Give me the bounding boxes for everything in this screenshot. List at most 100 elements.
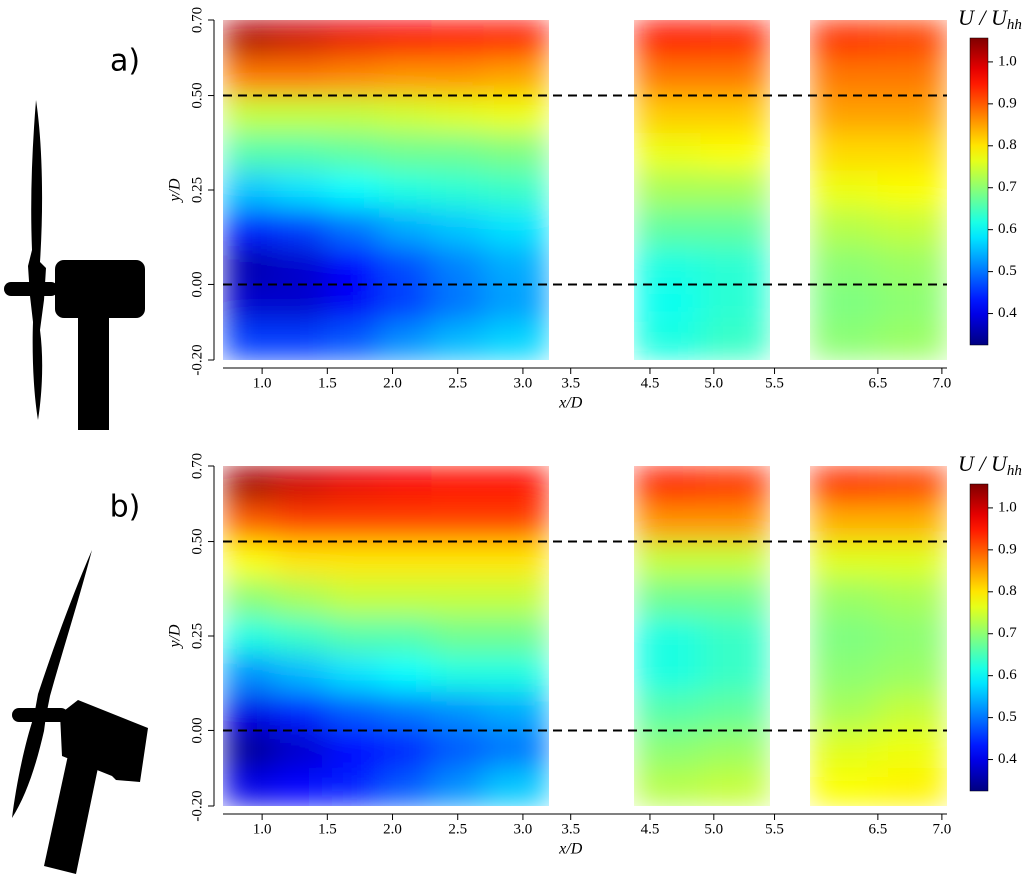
y-tick-label: 0.70 bbox=[189, 7, 205, 33]
colorbar bbox=[969, 37, 989, 346]
field-cell bbox=[378, 95, 433, 134]
field-cell bbox=[483, 616, 549, 656]
field-cell bbox=[634, 466, 702, 505]
field-cell bbox=[483, 95, 549, 134]
field-cell bbox=[700, 466, 770, 505]
heatmap-panel: b) -0.20 0.00 0.25 0.50 0.70 y/D 1.0 1.5 2.0 2.5 3.… bbox=[110, 451, 1022, 858]
field-cell bbox=[223, 767, 276, 806]
field-cell bbox=[326, 57, 380, 97]
field-cell bbox=[810, 466, 879, 505]
field-cell bbox=[700, 767, 770, 806]
field-cell bbox=[877, 246, 947, 285]
field-cell bbox=[877, 132, 947, 172]
field-cell bbox=[483, 208, 549, 248]
field-cell bbox=[700, 208, 770, 248]
field-cell bbox=[326, 578, 380, 618]
field-cell bbox=[378, 246, 433, 285]
field-cell bbox=[378, 729, 433, 769]
colorbar-tick-label: 0.6 bbox=[998, 667, 1017, 683]
field-cell bbox=[810, 20, 879, 59]
field-cell bbox=[877, 208, 947, 248]
y-tick-label: -0.20 bbox=[189, 344, 205, 375]
field-cell bbox=[326, 692, 380, 731]
field-cell bbox=[223, 541, 276, 580]
field-cell bbox=[431, 692, 485, 731]
colorbar-tick-label: 0.8 bbox=[998, 583, 1017, 599]
panel-label: a) bbox=[110, 44, 140, 79]
colorbar-tick-label: 0.4 bbox=[998, 305, 1017, 321]
colorbar-tick-label: 0.8 bbox=[998, 137, 1017, 153]
field-cell bbox=[223, 20, 276, 59]
field-cell bbox=[274, 466, 328, 505]
field-cell bbox=[431, 208, 485, 248]
field-cell bbox=[223, 246, 276, 285]
y-tick-label: 0.25 bbox=[189, 177, 205, 203]
field-cell bbox=[274, 95, 328, 134]
field-cell bbox=[274, 767, 328, 806]
field-cell bbox=[634, 321, 702, 360]
field-cell bbox=[274, 503, 328, 543]
field-cell bbox=[431, 729, 485, 769]
field-cell bbox=[810, 692, 879, 731]
field-cell bbox=[810, 767, 879, 806]
colorbar-title: U / Uhh bbox=[958, 5, 1022, 33]
y-tick-label: 0.50 bbox=[189, 528, 205, 554]
x-tick-label: 5.0 bbox=[704, 375, 723, 391]
colorbar-title-main: U / U bbox=[958, 451, 1009, 476]
field-cell bbox=[431, 503, 485, 543]
field-cell bbox=[431, 767, 485, 806]
colorbar-tick-label: 0.9 bbox=[998, 541, 1017, 557]
x-tick-label: 1.0 bbox=[253, 821, 272, 837]
y-axis-label: y/D bbox=[167, 624, 184, 650]
field-cell bbox=[274, 692, 328, 731]
field-cell bbox=[326, 729, 380, 769]
field-cell bbox=[378, 767, 433, 806]
field-cell bbox=[326, 246, 380, 285]
field-cell bbox=[274, 321, 328, 360]
y-tick-label: 0.00 bbox=[189, 271, 205, 297]
field-cell bbox=[700, 20, 770, 59]
field-cell bbox=[483, 692, 549, 731]
field-cell bbox=[700, 654, 770, 694]
field-cell bbox=[483, 132, 549, 172]
field-cell bbox=[810, 541, 879, 580]
field-cell bbox=[274, 578, 328, 618]
field-cell bbox=[634, 654, 702, 694]
field-cell bbox=[634, 95, 702, 134]
x-axis-label: x/D bbox=[558, 841, 583, 858]
field-cell bbox=[326, 321, 380, 360]
field-cell bbox=[223, 578, 276, 618]
x-tick-label: 1.5 bbox=[318, 821, 337, 837]
field-cell bbox=[431, 466, 485, 505]
field-cell bbox=[877, 503, 947, 543]
field-cell bbox=[877, 283, 947, 323]
field-cell bbox=[378, 170, 433, 210]
field-cell bbox=[483, 246, 549, 285]
field-cell bbox=[700, 170, 770, 210]
field-cell bbox=[431, 541, 485, 580]
field-cell bbox=[223, 654, 276, 694]
field-cell bbox=[810, 95, 879, 134]
field-cell bbox=[326, 170, 380, 210]
field-cell bbox=[274, 283, 328, 323]
field-cells bbox=[634, 20, 770, 360]
field-cell bbox=[326, 503, 380, 543]
field-cell bbox=[223, 321, 276, 360]
colorbar-tick-label: 0.7 bbox=[998, 625, 1017, 641]
field-cell bbox=[326, 616, 380, 656]
field-cell bbox=[483, 654, 549, 694]
field-cell bbox=[223, 503, 276, 543]
field-cell bbox=[223, 170, 276, 210]
field-cell bbox=[326, 541, 380, 580]
field-cell bbox=[326, 654, 380, 694]
field-cell bbox=[274, 170, 328, 210]
colorbar-title-main: U / U bbox=[958, 5, 1009, 30]
field-cell bbox=[700, 57, 770, 97]
colorbar-tick-label: 0.9 bbox=[998, 95, 1017, 111]
x-tick-label: 5.5 bbox=[765, 821, 784, 837]
field-cell bbox=[810, 170, 879, 210]
field-cell bbox=[431, 170, 485, 210]
field-cell bbox=[274, 132, 328, 172]
field-cell bbox=[700, 692, 770, 731]
x-tick-label: 2.5 bbox=[448, 821, 467, 837]
